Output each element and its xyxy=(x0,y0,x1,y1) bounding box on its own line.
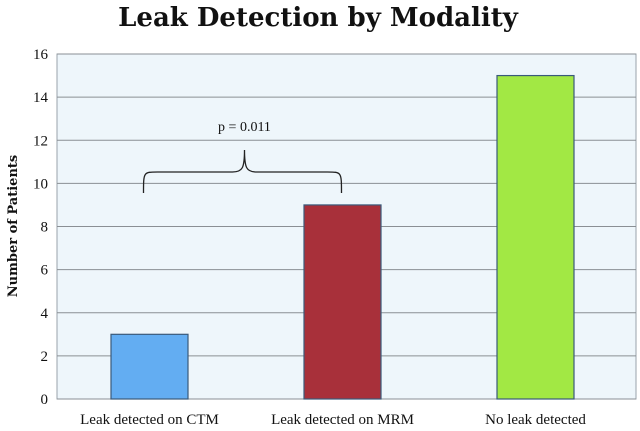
significance-annotation: p = 0.011 xyxy=(142,120,343,194)
bar xyxy=(303,204,382,400)
y-axis-label: Number of Patients xyxy=(6,155,21,297)
bars xyxy=(110,74,575,400)
x-category-label: Leak detected on CTM xyxy=(80,412,219,428)
x-axis-categories: Leak detected on CTM Leak detected on MRM… xyxy=(80,412,586,428)
y-tick-label: 10 xyxy=(33,176,48,192)
y-tick-label: 4 xyxy=(41,306,49,322)
p-value-label: p = 0.011 xyxy=(218,120,271,135)
y-tick-label: 2 xyxy=(41,349,49,365)
y-tick-label: 6 xyxy=(41,263,49,279)
y-tick-label: 12 xyxy=(33,133,48,149)
x-category-label: Leak detected on MRM xyxy=(271,412,414,428)
y-tick-label: 14 xyxy=(33,90,49,106)
bar xyxy=(496,74,575,400)
y-tick-label: 8 xyxy=(41,220,49,236)
y-tick-label: 16 xyxy=(33,47,49,63)
bar xyxy=(110,333,189,400)
x-category-label: No leak detected xyxy=(485,412,586,428)
y-tick-label: 0 xyxy=(41,392,49,408)
significance-brace xyxy=(142,149,343,194)
chart-title: Leak Detection by Modality xyxy=(118,3,519,33)
y-axis-ticks: 0 2 4 6 8 10 12 14 16 xyxy=(33,47,49,408)
